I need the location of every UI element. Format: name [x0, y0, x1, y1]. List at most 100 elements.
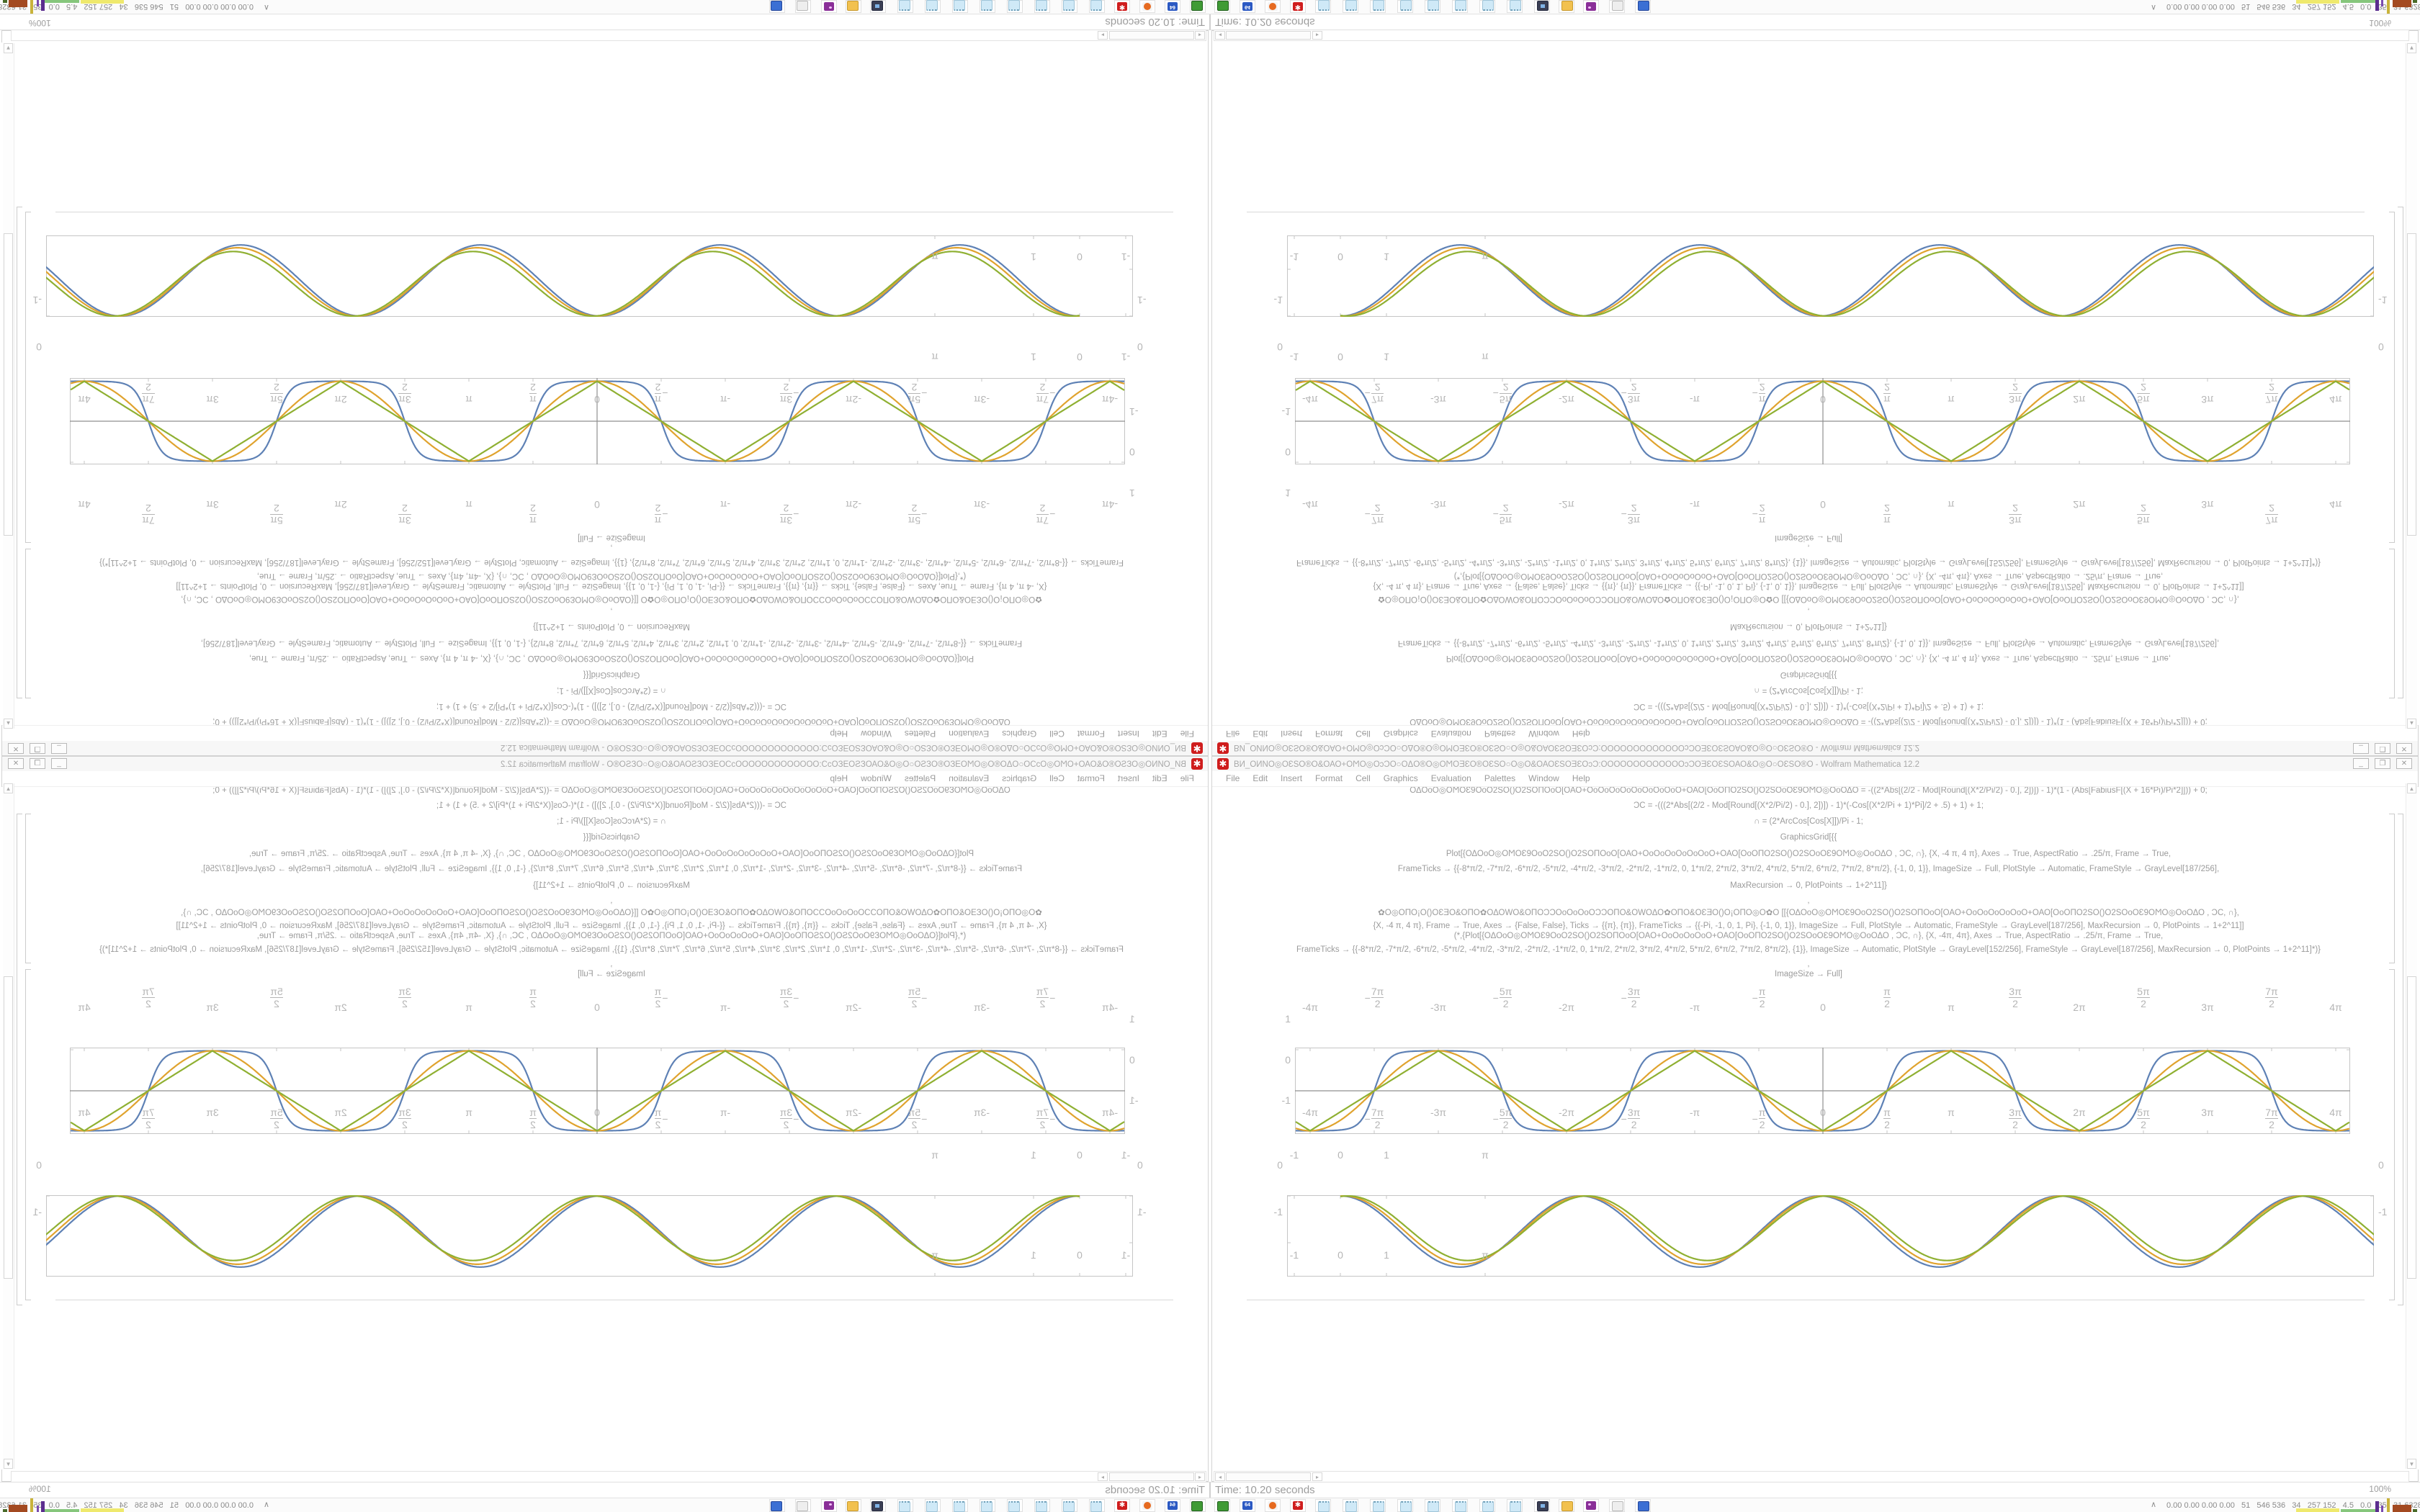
code-line-2[interactable]: ƆϹ = -(((2*Abs[(2/2 - Mod[Round[(X*2/Pi/… — [1633, 801, 1984, 810]
menu-edit[interactable]: Edit — [1252, 729, 1268, 739]
code-line-5[interactable]: Plot[{ΟΔΟοΟ◎ΟϺΟƐ9ΟοΟ2SΟ()Ο2SΟΠΟοΟ[ΟΑΟ+Οο… — [248, 654, 974, 662]
monitor-icon[interactable] — [1534, 1499, 1550, 1512]
window-blue-icon[interactable] — [1635, 0, 1651, 13]
scroll-right-icon[interactable]: ▸ — [1098, 1472, 1108, 1481]
code-line-12[interactable]: FrameTicks → {{-8*π/2, -7*π/2, -6*π/2, -… — [1296, 558, 2321, 567]
code-line-12[interactable]: FrameTicks → {{-8*π/2, -7*π/2, -6*π/2, -… — [99, 558, 1124, 567]
notepad-icon[interactable] — [1343, 1499, 1358, 1512]
window-titlebar[interactable]: ✱ ВИ_ОИNО◎ОƐSО®О&ОАО+ОϺО◎ОɔϽО○ОΔО®О◎ОϺОƎ… — [2, 740, 1208, 755]
notepad-icon[interactable] — [1452, 1499, 1468, 1512]
restore-button[interactable]: ❐ — [30, 743, 45, 754]
notepad-icon[interactable] — [1315, 0, 1331, 13]
emulator-green-icon[interactable] — [1214, 0, 1230, 13]
notepad-icon[interactable] — [1343, 0, 1358, 13]
code-line-6[interactable]: FrameTicks → {{-8*π/2, -7*π/2, -6*π/2, -… — [200, 639, 1023, 647]
firefox-icon[interactable] — [1265, 0, 1281, 13]
emulator-green-icon[interactable] — [1214, 1499, 1230, 1512]
restore-button[interactable]: ❐ — [30, 758, 45, 769]
gimp-purple-icon[interactable] — [821, 0, 837, 13]
cell-bracket-input[interactable] — [25, 814, 31, 963]
menu-graphics[interactable]: Graphics — [1002, 773, 1037, 783]
cell-bracket-input[interactable] — [2389, 549, 2395, 698]
code-line-7[interactable]: MaxRecursion → 0, PlotPoints → 1+2^11]} — [533, 881, 690, 890]
window-titlebar[interactable]: ✱ ВИ_ОИNО◎ОƐSО®О&ОАО+ОϺО◎ОɔϽО○ОΔО®О◎ОϺОƎ… — [1212, 740, 2418, 755]
cell-bracket-outer[interactable] — [17, 814, 22, 1305]
menu-palettes[interactable]: Palettes — [904, 729, 936, 739]
scroll-up-icon[interactable]: ▲ — [4, 783, 13, 793]
document-icon[interactable] — [795, 1499, 811, 1512]
code-line-8[interactable]: , — [1807, 896, 1810, 905]
mathematica-red-icon[interactable]: ✱ — [1290, 1499, 1306, 1512]
notepad-icon[interactable] — [1007, 0, 1023, 13]
menu-file[interactable]: File — [1226, 773, 1240, 783]
notepad-icon[interactable] — [1034, 1499, 1050, 1512]
emulator-green-icon[interactable] — [1190, 0, 1206, 13]
scroll-left-icon[interactable]: ◂ — [1195, 31, 1205, 40]
code-line-10[interactable]: {X, -4 π, 4 π}, Frame → True, Axes → {Fa… — [176, 582, 1047, 590]
notepad-icon[interactable] — [1397, 1499, 1413, 1512]
window-blue-icon[interactable] — [769, 1499, 785, 1512]
menu-graphics[interactable]: Graphics — [1383, 773, 1418, 783]
notepad-icon[interactable] — [1370, 1499, 1386, 1512]
menu-help[interactable]: Help — [1572, 773, 1590, 783]
menu-file[interactable]: File — [1180, 773, 1194, 783]
notepad-icon[interactable] — [980, 1499, 995, 1512]
code-line-9[interactable]: ✿Ο◎ΟΠΟ¡Ο()ΟƐƎΟ&ΟΠΟ✿ΟΔΟWΟ&ΟΠΟƆϽΟοΟοΟοΟƆϽΟ… — [1378, 909, 2239, 917]
code-line-13[interactable]: , — [1807, 960, 1810, 968]
scroll-down-icon[interactable]: ▼ — [4, 1459, 13, 1469]
menu-format[interactable]: Format — [1077, 773, 1105, 783]
code-line-4[interactable]: GraphicsGrid[{{ — [1780, 670, 1837, 679]
code-line-12[interactable]: FrameTicks → {{-8*π/2, -7*π/2, -6*π/2, -… — [99, 945, 1124, 954]
cell-bracket-input[interactable] — [25, 549, 31, 698]
code-line-8[interactable]: , — [1807, 607, 1810, 616]
horizontal-scroll-thumb[interactable] — [1226, 31, 1311, 40]
menu-file[interactable]: File — [1180, 729, 1194, 739]
notepad-icon[interactable] — [925, 1499, 941, 1512]
restore-button[interactable]: ❐ — [2375, 758, 2390, 769]
scroll-left-icon[interactable]: ◂ — [1215, 31, 1225, 40]
menu-insert[interactable]: Insert — [1117, 773, 1139, 783]
code-line-7[interactable]: MaxRecursion → 0, PlotPoints → 1+2^11]} — [1730, 881, 1887, 890]
minimize-button[interactable]: _ — [51, 758, 67, 769]
window-titlebar[interactable]: ✱ ВИ_ОИNО◎ОƐSО®О&ОАО+ОϺО◎ОɔϽО○ОΔО®О◎ОϺОƎ… — [1212, 757, 2418, 772]
window-blue-icon[interactable] — [1635, 1499, 1651, 1512]
menu-help[interactable]: Help — [830, 773, 848, 783]
folder-yellow-icon[interactable] — [1559, 0, 1574, 13]
notepad-icon[interactable] — [1089, 1499, 1105, 1512]
menu-palettes[interactable]: Palettes — [904, 773, 936, 783]
notepad-icon[interactable] — [1425, 0, 1440, 13]
code-line-4[interactable]: GraphicsGrid[{{ — [1780, 833, 1837, 842]
scroll-up-icon[interactable]: ▲ — [2407, 719, 2416, 729]
code-line-14[interactable]: ImageSize → Full] — [578, 970, 645, 978]
menu-insert[interactable]: Insert — [1281, 773, 1303, 783]
code-line-6[interactable]: FrameTicks → {{-8*π/2, -7*π/2, -6*π/2, -… — [1397, 639, 2220, 647]
code-line-14[interactable]: ImageSize → Full] — [578, 534, 645, 542]
menu-evaluation[interactable]: Evaluation — [949, 773, 990, 783]
menu-palettes[interactable]: Palettes — [1484, 773, 1516, 783]
code-line-5[interactable]: Plot[{ΟΔΟοΟ◎ΟϺΟƐ9ΟοΟ2SΟ()Ο2SΟΠΟοΟ[ΟΑΟ+Οο… — [248, 850, 974, 858]
menu-graphics[interactable]: Graphics — [1383, 729, 1418, 739]
code-line-13[interactable]: , — [610, 960, 613, 968]
monitor-icon[interactable] — [1534, 0, 1550, 13]
code-line-7[interactable]: MaxRecursion → 0, PlotPoints → 1+2^11]} — [1730, 622, 1887, 631]
menu-edit[interactable]: Edit — [1152, 729, 1168, 739]
notepad-icon[interactable] — [1507, 1499, 1523, 1512]
scroll-left-icon[interactable]: ◂ — [1215, 1472, 1225, 1481]
scroll-right-icon[interactable]: ▸ — [1312, 31, 1322, 40]
code-line-4[interactable]: GraphicsGrid[{{ — [583, 670, 640, 679]
vertical-scrollbar[interactable]: ▲ ▼ — [2406, 783, 2417, 1469]
floppy-64-icon[interactable]: 64 — [1165, 0, 1180, 13]
firefox-icon[interactable] — [1139, 1499, 1155, 1512]
code-line-1[interactable]: ΟΔΟοΟ◎ΟϺΟƐ9ΟοΟ2SΟ()Ο2SΟΠΟοΟ[ΟΑΟ+ΟοΟοΟοΟο… — [212, 787, 1010, 795]
menu-cell[interactable]: Cell — [1355, 729, 1371, 739]
code-line-12[interactable]: FrameTicks → {{-8*π/2, -7*π/2, -6*π/2, -… — [1296, 945, 2321, 954]
code-line-11[interactable]: (*,{Plot[{ΟΔΟοΟ◎ΟϺΟƐ9ΟοΟ2SΟ()Ο2SΟΠΟοΟ[ΟΑ… — [256, 932, 967, 940]
code-line-6[interactable]: FrameTicks → {{-8*π/2, -7*π/2, -6*π/2, -… — [1397, 865, 2220, 873]
code-line-14[interactable]: ImageSize → Full] — [1775, 970, 1842, 978]
window-blue-icon[interactable] — [769, 0, 785, 13]
code-line-10[interactable]: {X, -4 π, 4 π}, Frame → True, Axes → {Fa… — [176, 922, 1047, 930]
menu-insert[interactable]: Insert — [1281, 729, 1303, 739]
scroll-left-icon[interactable]: ◂ — [1195, 1472, 1205, 1481]
notepad-icon[interactable] — [952, 0, 968, 13]
cell-bracket-outer[interactable] — [2398, 207, 2403, 698]
